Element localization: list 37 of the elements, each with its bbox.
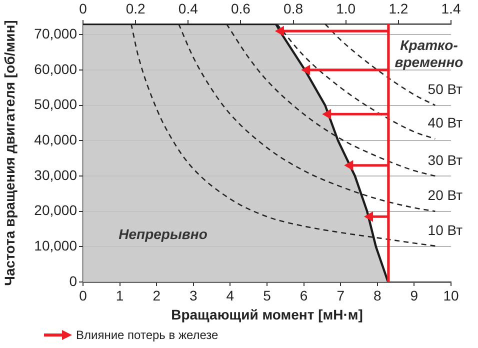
- x-tick-label: 1: [116, 287, 124, 304]
- x-tick-label: 6: [300, 287, 308, 304]
- x-tick-label: 7: [336, 287, 345, 304]
- y-tick-label: 10,000: [34, 238, 78, 254]
- annotation: Кратко- временно: [394, 36, 464, 70]
- y-axis-title: Частота вращения двигателя [об/мин]: [1, 20, 18, 286]
- series-label: 40 Вт: [428, 114, 464, 131]
- x2-tick-label: 1.2: [388, 0, 408, 16]
- series-label: 30 Вт: [428, 152, 464, 168]
- x-tick-label: 3: [190, 287, 198, 304]
- x2-tick-label: 1.0: [336, 0, 356, 16]
- x2-tick-label: 1.4: [441, 0, 461, 16]
- x2-tick-label: 0.8: [284, 0, 304, 16]
- x-tick-label: 4: [226, 287, 234, 304]
- y-tick-label: 0: [69, 272, 78, 289]
- y-tick-label: 50,000: [34, 96, 78, 112]
- y-tick-label: 60,000: [34, 60, 78, 77]
- legend-label: Влияние потерь в железе: [76, 328, 218, 342]
- x-tick-label: 2: [152, 287, 161, 304]
- series-label: 20 Вт: [428, 187, 464, 204]
- x-tick-label: 5: [263, 287, 272, 304]
- y-tick-label: 30,000: [34, 166, 78, 183]
- x2-tick-label: 0.4: [178, 0, 198, 16]
- x2-tick-label: 0.6: [230, 0, 251, 16]
- x-tick-label: 0: [79, 287, 88, 304]
- x2-tick-label: 0: [79, 0, 88, 16]
- series-label: 50 Вт: [428, 81, 464, 98]
- x-tick-label: 10: [443, 287, 459, 304]
- y-tick-label: 70,000: [34, 25, 78, 42]
- x2-tick-label: 0.2: [126, 0, 146, 16]
- x-tick-label: 8: [374, 287, 382, 304]
- x-tick-label: 9: [410, 287, 418, 304]
- series-label: 10 Вт: [428, 222, 464, 238]
- y-tick-label: 20,000: [34, 202, 78, 218]
- x-axis-title: Вращающий момент [мН·м]: [171, 306, 363, 322]
- annotation: Непрерывно: [118, 226, 208, 242]
- y-tick-label: 40,000: [34, 131, 78, 148]
